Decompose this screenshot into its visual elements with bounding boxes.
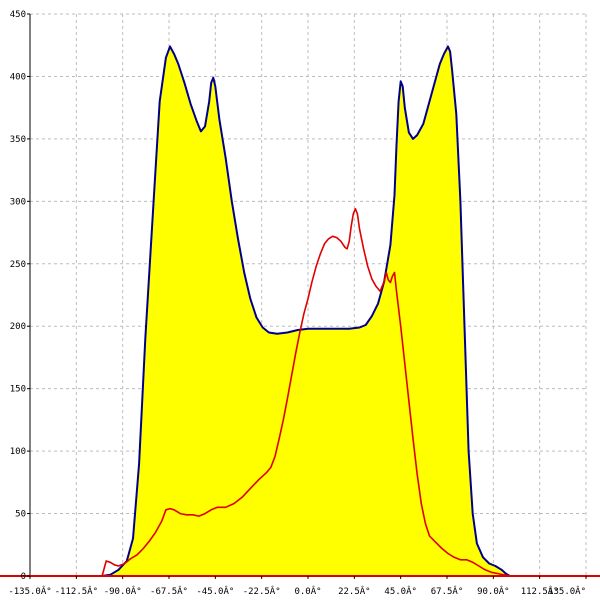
y-tick-label-0: 0 [21,572,26,582]
series-0-outline [101,45,511,577]
x-tick-label-0: -135.0Â° [8,585,51,597]
x-tick-label-10: 90.0Â° [477,585,510,597]
tick-labels: 0 50 100 150 200 250 300 350 400 450 -135.0Â° -112.… [8,10,587,597]
y-tick-label-1: 50 [15,510,26,520]
y-tick-label-9: 450 [10,10,26,20]
y-tick-label-4: 200 [10,322,26,332]
series-1-line [101,208,510,577]
x-tick-label-11: 112.5Â° [521,585,559,597]
y-tick-label-3: 150 [10,385,26,395]
x-tick-label-1: -112.5Â° [55,585,98,597]
axes [0,14,600,577]
y-tick-label-2: 100 [10,447,26,457]
x-tick-label-6: 0.0Â° [294,585,321,597]
x-tick-label-8: 45.0Â° [384,585,417,597]
y-tick-label-8: 400 [10,72,26,82]
series-0-area-fill [102,46,510,576]
y-tick-label-7: 350 [10,135,26,145]
x-tick-label-9: 67.5Â° [431,585,464,597]
y-tick-label-5: 250 [10,260,26,270]
series-layer [101,45,511,577]
x-tick-label-4: -45.0Â° [196,585,234,597]
y-tick-label-6: 300 [10,197,26,207]
x-tick-label-12: 135.0Â° [548,585,586,597]
x-tick-label-3: -67.5Â° [150,585,188,597]
x-tick-label-2: -90.0Â° [104,585,142,597]
x-tick-label-5: -22.5Â° [243,585,281,597]
x-tick-label-7: 22.5Â° [338,585,371,597]
